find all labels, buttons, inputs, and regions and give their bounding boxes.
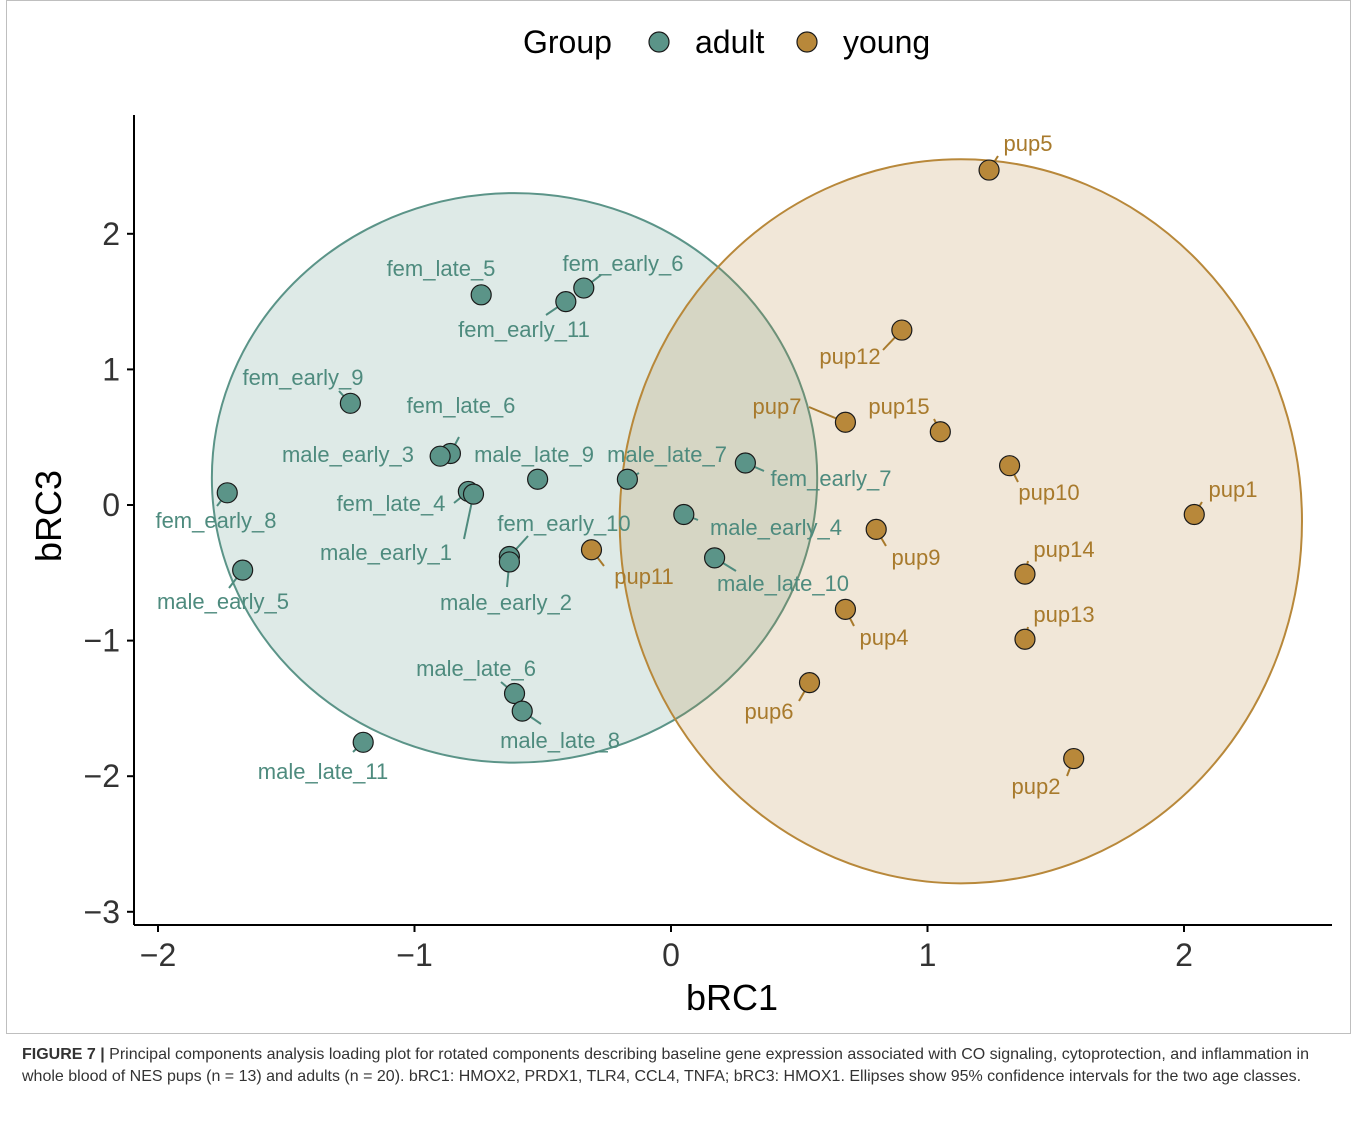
point-pup14 bbox=[1014, 563, 1036, 585]
y-tick-label: −2 bbox=[84, 758, 120, 794]
caption-text: Principal components analysis loading pl… bbox=[22, 1046, 1309, 1085]
y-axis-title: bRC3 bbox=[28, 470, 69, 562]
point-male_late_11 bbox=[352, 731, 374, 753]
label-male_late_10: male_late_10 bbox=[717, 571, 849, 596]
label-male_late_6: male_late_6 bbox=[416, 656, 536, 681]
point-male_early_5 bbox=[232, 559, 254, 581]
y-tick-label: 2 bbox=[102, 216, 120, 252]
point-pup4 bbox=[834, 598, 857, 621]
y-tick-label: 1 bbox=[102, 351, 120, 387]
legend-key-young bbox=[796, 31, 818, 53]
point-male_early_3 bbox=[429, 445, 451, 467]
point-pup5 bbox=[978, 159, 1000, 181]
label-fem_early_9: fem_early_9 bbox=[242, 365, 363, 390]
x-axis-title: bRC1 bbox=[686, 977, 778, 1018]
label-male_late_9: male_late_9 bbox=[474, 442, 594, 467]
label-pup4: pup4 bbox=[860, 625, 909, 650]
point-fem_early_11 bbox=[555, 291, 577, 313]
label-male_late_7: male_late_7 bbox=[607, 442, 727, 467]
axes bbox=[133, 115, 1332, 926]
y-tick-label: −1 bbox=[84, 623, 120, 659]
label-male_late_11: male_late_11 bbox=[258, 759, 388, 784]
y-tick-label: 0 bbox=[102, 487, 120, 523]
point-pup12 bbox=[891, 319, 913, 341]
data-points bbox=[216, 159, 1205, 770]
point-male_late_10 bbox=[704, 547, 726, 569]
point-pup2 bbox=[1063, 747, 1085, 770]
point-male_early_2 bbox=[498, 551, 521, 573]
legend-label-adult: adult bbox=[695, 24, 765, 60]
label-pup9: pup9 bbox=[892, 545, 941, 570]
x-tick-label: 0 bbox=[662, 937, 680, 973]
legend-title: Group bbox=[523, 24, 612, 60]
caption-lead: FIGURE 7 | bbox=[22, 1046, 105, 1063]
point-male_late_6 bbox=[503, 682, 526, 705]
point-male_early_1 bbox=[462, 483, 485, 505]
label-male_early_3: male_early_3 bbox=[282, 442, 414, 467]
ticks: −2 −1 0 1 2 −3 −2 −1 0 1 2 bbox=[84, 216, 1193, 973]
label-fem_early_11: fem_early_11 bbox=[458, 317, 590, 342]
point-pup10 bbox=[998, 455, 1021, 477]
label-pup15: pup15 bbox=[868, 394, 929, 419]
point-pup6 bbox=[798, 672, 821, 694]
point-male_late_8 bbox=[511, 700, 533, 722]
point-pup9 bbox=[865, 518, 887, 541]
point-labels: fem_late_5 fem_early_6 fem_early_11 fem_ear… bbox=[155, 131, 1257, 799]
label-pup13: pup13 bbox=[1033, 602, 1094, 627]
label-pup7: pup7 bbox=[753, 394, 802, 419]
label-pup5: pup5 bbox=[1004, 131, 1053, 156]
figure-caption: FIGURE 7 | Principal components analysis… bbox=[22, 1044, 1332, 1088]
point-pup15 bbox=[929, 421, 951, 443]
label-male_late_8: male_late_8 bbox=[500, 728, 620, 753]
label-pup14: pup14 bbox=[1033, 537, 1094, 562]
label-male_early_5: male_early_5 bbox=[157, 589, 289, 614]
label-pup10: pup10 bbox=[1018, 480, 1079, 505]
point-pup1 bbox=[1183, 503, 1205, 526]
point-pup11 bbox=[580, 539, 603, 561]
y-tick-label: −3 bbox=[84, 894, 120, 930]
label-fem_late_5: fem_late_5 bbox=[387, 256, 496, 281]
point-fem_early_7 bbox=[734, 452, 756, 474]
point-fem_late_5 bbox=[470, 284, 492, 306]
label-male_early_4: male_early_4 bbox=[710, 515, 842, 540]
label-fem_early_6: fem_early_6 bbox=[562, 251, 683, 276]
label-fem_late_4: fem_late_4 bbox=[337, 491, 446, 516]
point-fem_early_9 bbox=[339, 392, 361, 414]
point-male_early_4 bbox=[673, 503, 695, 526]
label-pup11: pup11 bbox=[614, 564, 674, 589]
point-pup13 bbox=[1014, 628, 1036, 650]
x-tick-label: −2 bbox=[140, 937, 176, 973]
legend: Group adult young bbox=[523, 24, 930, 60]
legend-key-adult bbox=[648, 31, 670, 53]
figure-frame: Group adult young −2 −1 0 1 2 −3 −2 −1 0 1 2 bRC1 … bbox=[6, 0, 1351, 1034]
label-fem_early_7: fem_early_7 bbox=[770, 466, 891, 491]
point-male_late_7 bbox=[616, 468, 638, 490]
label-pup12: pup12 bbox=[819, 344, 880, 369]
x-tick-label: −1 bbox=[396, 937, 432, 973]
x-tick-label: 1 bbox=[919, 937, 937, 973]
confidence-ellipses bbox=[210, 158, 1303, 885]
label-pup6: pup6 bbox=[745, 699, 794, 724]
label-pup2: pup2 bbox=[1012, 774, 1061, 799]
label-male_early_2: male_early_2 bbox=[440, 590, 572, 615]
legend-label-young: young bbox=[843, 24, 930, 60]
label-fem_early_8: fem_early_8 bbox=[155, 508, 276, 533]
point-fem_early_8 bbox=[216, 482, 238, 504]
label-pup1: pup1 bbox=[1209, 477, 1258, 502]
point-pup7 bbox=[834, 411, 857, 433]
point-fem_early_6 bbox=[573, 277, 595, 299]
ellipse-young bbox=[618, 158, 1303, 885]
point-male_late_9 bbox=[527, 468, 549, 490]
label-fem_late_6: fem_late_6 bbox=[407, 393, 516, 418]
ellipse-adult bbox=[210, 192, 819, 764]
label-fem_early_10: fem_early_10 bbox=[497, 511, 630, 536]
label-male_early_1: male_early_1 bbox=[320, 540, 452, 565]
x-tick-label: 2 bbox=[1175, 937, 1193, 973]
